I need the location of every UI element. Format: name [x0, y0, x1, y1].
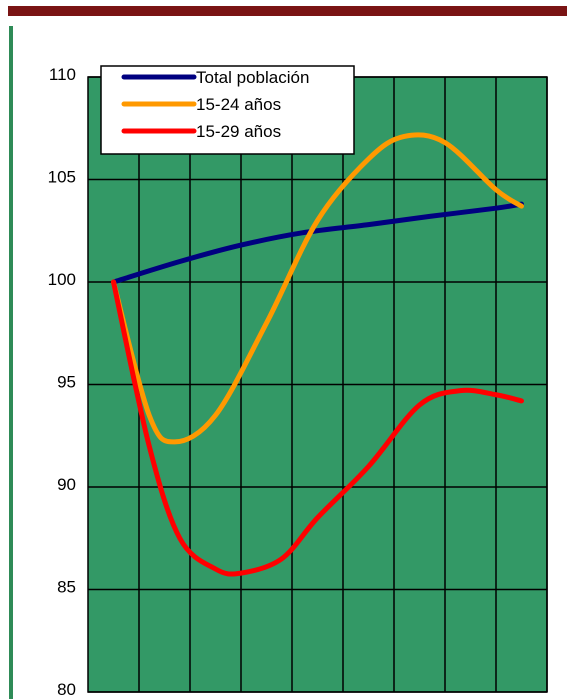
series-lines	[111, 132, 524, 577]
legend-box	[100, 65, 355, 155]
y-tick-label: 85	[57, 578, 76, 597]
series-line-1	[111, 201, 524, 285]
y-tick-label: 100	[48, 270, 76, 289]
y-tick-label: 105	[48, 168, 76, 187]
legend-label-3: 15-29 años	[196, 122, 281, 141]
series-line-2	[111, 132, 524, 445]
y-tick-label: 110	[49, 65, 76, 84]
header-bar	[8, 6, 567, 16]
legend-label-1: Total población	[196, 68, 309, 87]
series-line-3	[111, 279, 524, 577]
y-tick-label: 80	[57, 680, 76, 699]
legend-label-2: 15-24 años	[196, 95, 281, 114]
y-tick-label: 90	[57, 475, 76, 494]
y-tick-label: 95	[57, 373, 76, 392]
left-border-rule	[9, 26, 13, 699]
y-axis-ticks: 110 105 100 95 90 85 80	[48, 65, 76, 699]
legend: Total población 15-24 años 15-29 años	[100, 65, 355, 155]
